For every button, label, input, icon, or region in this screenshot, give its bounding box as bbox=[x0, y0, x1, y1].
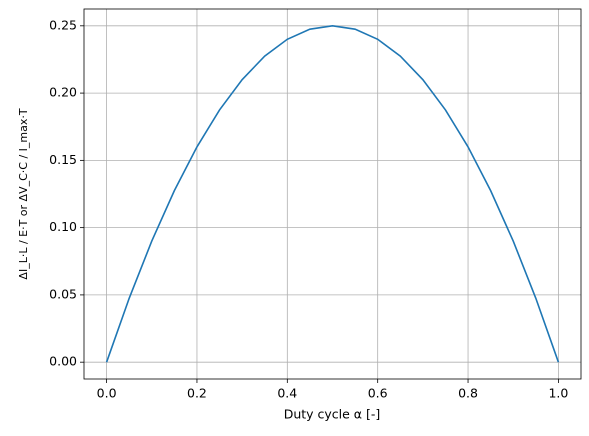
x-tick-label: 0.2 bbox=[187, 386, 207, 401]
y-tick-label: 0.25 bbox=[49, 17, 77, 32]
y-tick-label: 0.05 bbox=[49, 286, 77, 301]
x-tick-label: 0.0 bbox=[97, 386, 117, 401]
y-tick-label: 0.10 bbox=[49, 219, 77, 234]
x-axis-label: Duty cycle α [-] bbox=[284, 407, 381, 422]
y-tick-label: 0.00 bbox=[49, 354, 77, 369]
x-tick-label: 0.4 bbox=[277, 386, 297, 401]
y-axis-label: ΔI_L·L / E·T or ΔV_C·C / I_max·T bbox=[17, 108, 30, 279]
x-tick-label: 0.8 bbox=[458, 386, 478, 401]
plot-frame bbox=[83, 8, 582, 380]
line-series bbox=[105, 25, 560, 363]
x-tick-label: 0.6 bbox=[368, 386, 388, 401]
y-tick-label: 0.20 bbox=[49, 85, 77, 100]
x-tick-label: 1.0 bbox=[548, 386, 568, 401]
y-tick-label: 0.15 bbox=[49, 152, 77, 167]
